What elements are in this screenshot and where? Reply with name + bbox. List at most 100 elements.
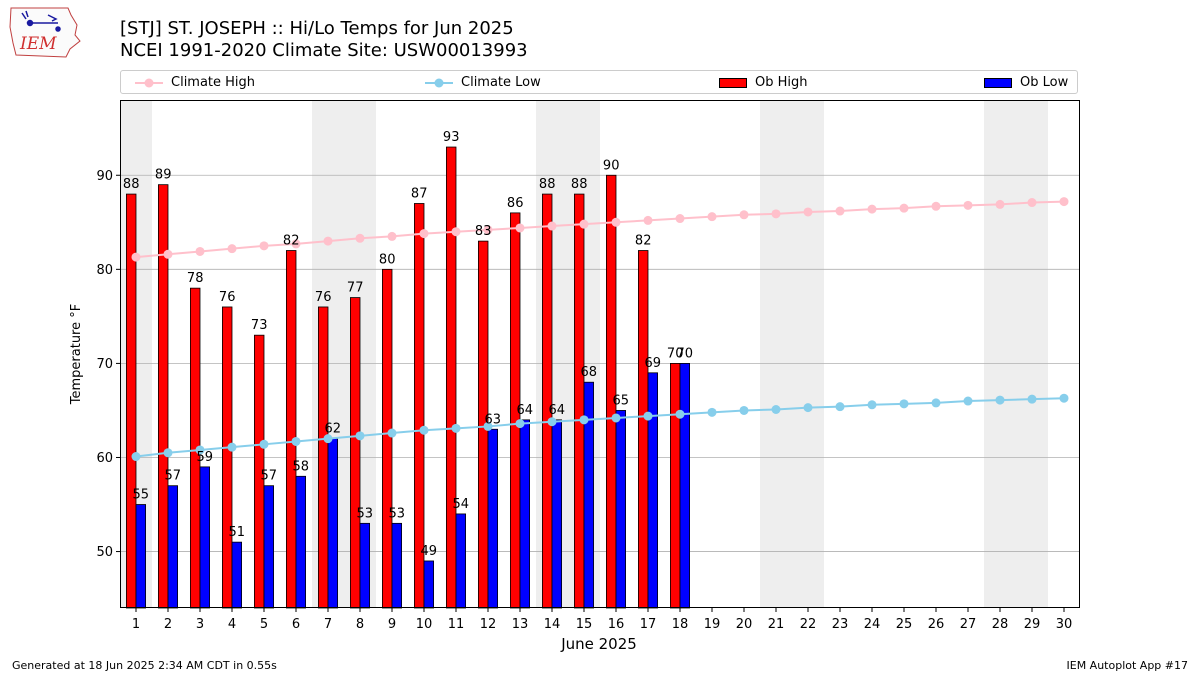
climate-high-point-day-6 [291, 239, 301, 249]
climate-high-line [135, 200, 1065, 259]
climate-low-point-day-15 [579, 415, 589, 425]
climate-low-point-day-5 [259, 439, 269, 449]
climate-high-point-day-25 [899, 203, 909, 213]
legend-label-ob-high: Ob High [755, 75, 808, 90]
x-tick-label-29: 29 [1024, 617, 1041, 632]
climate-high-point-day-11 [451, 227, 461, 237]
climate-low-point-day-26 [931, 398, 941, 408]
legend-item-climate-high: Climate High [135, 73, 255, 93]
ob-low-bar-day-6 [295, 475, 307, 609]
climate-high-point-day-17 [643, 215, 653, 225]
x-tick-label-28: 28 [992, 617, 1009, 632]
climate-low-point-day-30 [1059, 393, 1069, 403]
ob-high-label-day-7: 76 [315, 290, 332, 305]
x-tick-label-21: 21 [768, 617, 785, 632]
climate-low-point-day-22 [803, 403, 813, 413]
x-tick-label-7: 7 [324, 617, 332, 632]
gridlines [120, 174, 1080, 552]
climate-low-point-day-21 [771, 405, 781, 415]
ob-low-bar-day-1 [135, 504, 147, 609]
climate-low-point-day-11 [451, 423, 461, 433]
ob-high-label-day-13: 86 [507, 196, 524, 211]
ob-low-label-day-8: 53 [357, 506, 374, 521]
ob-low-label-day-18: 70 [677, 346, 694, 361]
climate-high-point-day-10 [419, 229, 429, 239]
climate-low-point-day-13 [515, 419, 525, 429]
x-tick-label-30: 30 [1056, 617, 1073, 632]
climate-high-point-day-21 [771, 209, 781, 219]
plot-frame [120, 100, 1080, 608]
ob-high-label-day-17: 82 [635, 234, 652, 249]
legend-swatch-climate-high [135, 78, 163, 87]
y-tick-label-90: 90 [96, 169, 113, 184]
ob-low-bar-day-4 [231, 541, 243, 609]
x-tick-label-2: 2 [164, 617, 172, 632]
x-tick-label-13: 13 [512, 617, 529, 632]
ob-low-label-day-16: 65 [613, 393, 630, 408]
climate-high-point-day-3 [195, 246, 205, 256]
ob-low-label-day-1: 55 [133, 488, 150, 503]
climate-low-point-day-2 [163, 448, 173, 458]
y-tick-label-50: 50 [96, 545, 113, 560]
iowa-state-outline [9, 7, 81, 58]
x-tick-label-14: 14 [544, 617, 561, 632]
chart-subtitle: NCEI 1991-2020 Climate Site: USW00013993 [120, 40, 528, 61]
climate-low-point-day-29 [1027, 394, 1037, 404]
legend-swatch-ob-high [719, 77, 747, 88]
ob-high-label-day-10: 87 [411, 186, 428, 201]
climate-high-point-day-5 [259, 241, 269, 251]
ob-low-label-day-12: 63 [485, 412, 502, 427]
ob-low-label-day-13: 64 [517, 403, 534, 418]
climate-high-point-day-7 [323, 236, 333, 246]
climate-high-point-day-24 [867, 204, 877, 214]
x-tick-label-3: 3 [196, 617, 204, 632]
climate-high-point-day-22 [803, 207, 813, 217]
climate-high-point-day-26 [931, 201, 941, 211]
ob-low-label-day-4: 51 [229, 525, 246, 540]
ob-high-bar-day-15 [574, 193, 585, 609]
climate-high-point-day-12 [483, 225, 493, 235]
iem-logo: IEM [9, 7, 81, 58]
y-tick-label-80: 80 [96, 263, 113, 278]
ob-low-label-day-3: 59 [197, 450, 214, 465]
weekend-shade-day-29 [1016, 100, 1048, 608]
x-tick-label-25: 25 [896, 617, 913, 632]
x-tick-label-19: 19 [704, 617, 721, 632]
climate-low-point-day-28 [995, 395, 1005, 405]
climate-low-point-day-24 [867, 400, 877, 410]
weekend-shade-day-28 [984, 100, 1016, 608]
climate-low-point-day-8 [355, 431, 365, 441]
climate-low-point-day-4 [227, 442, 237, 452]
ob-high-bar-day-8 [349, 297, 361, 609]
climate-low-point-day-17 [643, 411, 653, 421]
climate-high-point-day-16 [611, 217, 621, 227]
ob-high-label-day-12: 83 [475, 224, 492, 239]
ob-low-bar-day-14 [551, 419, 563, 609]
ob-high-bar-day-18 [670, 363, 681, 609]
ob-low-bar-day-10 [423, 560, 435, 609]
x-tick-label-12: 12 [480, 617, 497, 632]
climate-low-point-day-1 [131, 452, 141, 462]
climate-low-line [135, 397, 1065, 458]
climate-low-point-day-3 [195, 445, 205, 455]
ob-high-bar-day-11 [445, 146, 457, 609]
ob-high-bar-day-9 [381, 268, 393, 609]
climate-low-point-day-16 [611, 413, 621, 423]
legend-item-ob-high: Ob High [719, 73, 808, 93]
y-tick-label-60: 60 [96, 451, 113, 466]
x-tick-label-17: 17 [640, 617, 657, 632]
ob-high-label-day-2: 89 [155, 168, 172, 183]
ob-low-label-day-7: 62 [325, 422, 342, 437]
ob-low-bar-day-16 [615, 410, 627, 609]
climate-high-point-day-14 [547, 221, 557, 231]
ob-low-bar-day-8 [359, 522, 371, 609]
ob-low-label-day-17: 69 [645, 356, 662, 371]
climate-low-point-day-6 [291, 436, 301, 446]
ob-high-bar-day-14 [542, 193, 553, 609]
weather-station-icon [21, 10, 61, 32]
ob-low-bar-day-3 [199, 466, 211, 609]
ob-high-bar-day-17 [638, 250, 649, 609]
climate-low-point-day-10 [419, 425, 429, 435]
ob-high-label-day-5: 73 [251, 318, 268, 333]
